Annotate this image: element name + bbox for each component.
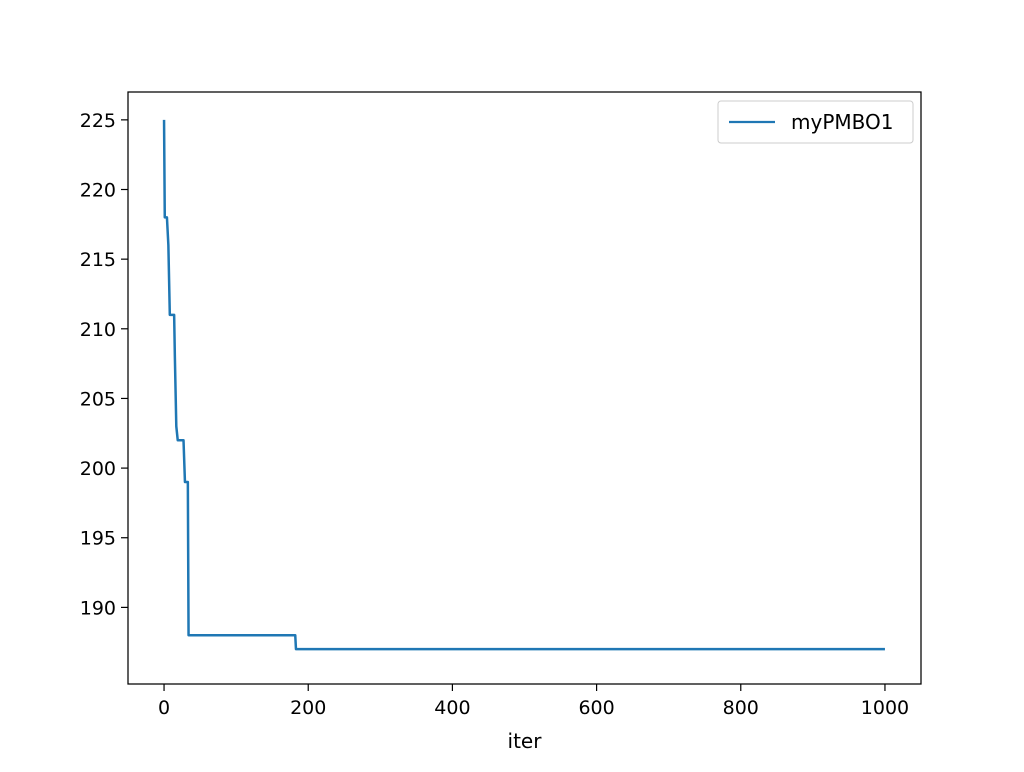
y-tick-label: 205 bbox=[80, 388, 116, 410]
x-tick-label: 400 bbox=[434, 697, 470, 719]
y-axis-ticks: 190 195 200 205 210 215 220 225 bbox=[80, 110, 128, 619]
x-tick-label: 200 bbox=[290, 697, 326, 719]
legend-label-myPMBO1: myPMBO1 bbox=[791, 110, 893, 134]
plot-area bbox=[162, 119, 885, 651]
y-tick-label: 195 bbox=[80, 528, 116, 550]
series-line-myPMBO1 bbox=[162, 119, 885, 651]
x-axis-label: iter bbox=[508, 729, 543, 753]
x-axis-ticks: 0 200 400 600 800 1000 bbox=[158, 684, 909, 719]
y-tick-label: 220 bbox=[80, 180, 116, 202]
legend: myPMBO1 bbox=[717, 100, 914, 144]
y-tick-label: 210 bbox=[80, 319, 116, 341]
x-tick-label: 600 bbox=[578, 697, 614, 719]
y-tick-label: 225 bbox=[80, 110, 116, 132]
x-tick-label: 0 bbox=[158, 697, 170, 719]
x-tick-label: 800 bbox=[723, 697, 759, 719]
y-tick-label: 215 bbox=[80, 249, 116, 271]
x-tick-label: 1000 bbox=[861, 697, 909, 719]
y-tick-label: 200 bbox=[80, 458, 116, 480]
axes-frame bbox=[127, 91, 922, 685]
legend-box bbox=[717, 100, 914, 144]
y-tick-label: 190 bbox=[80, 597, 116, 619]
